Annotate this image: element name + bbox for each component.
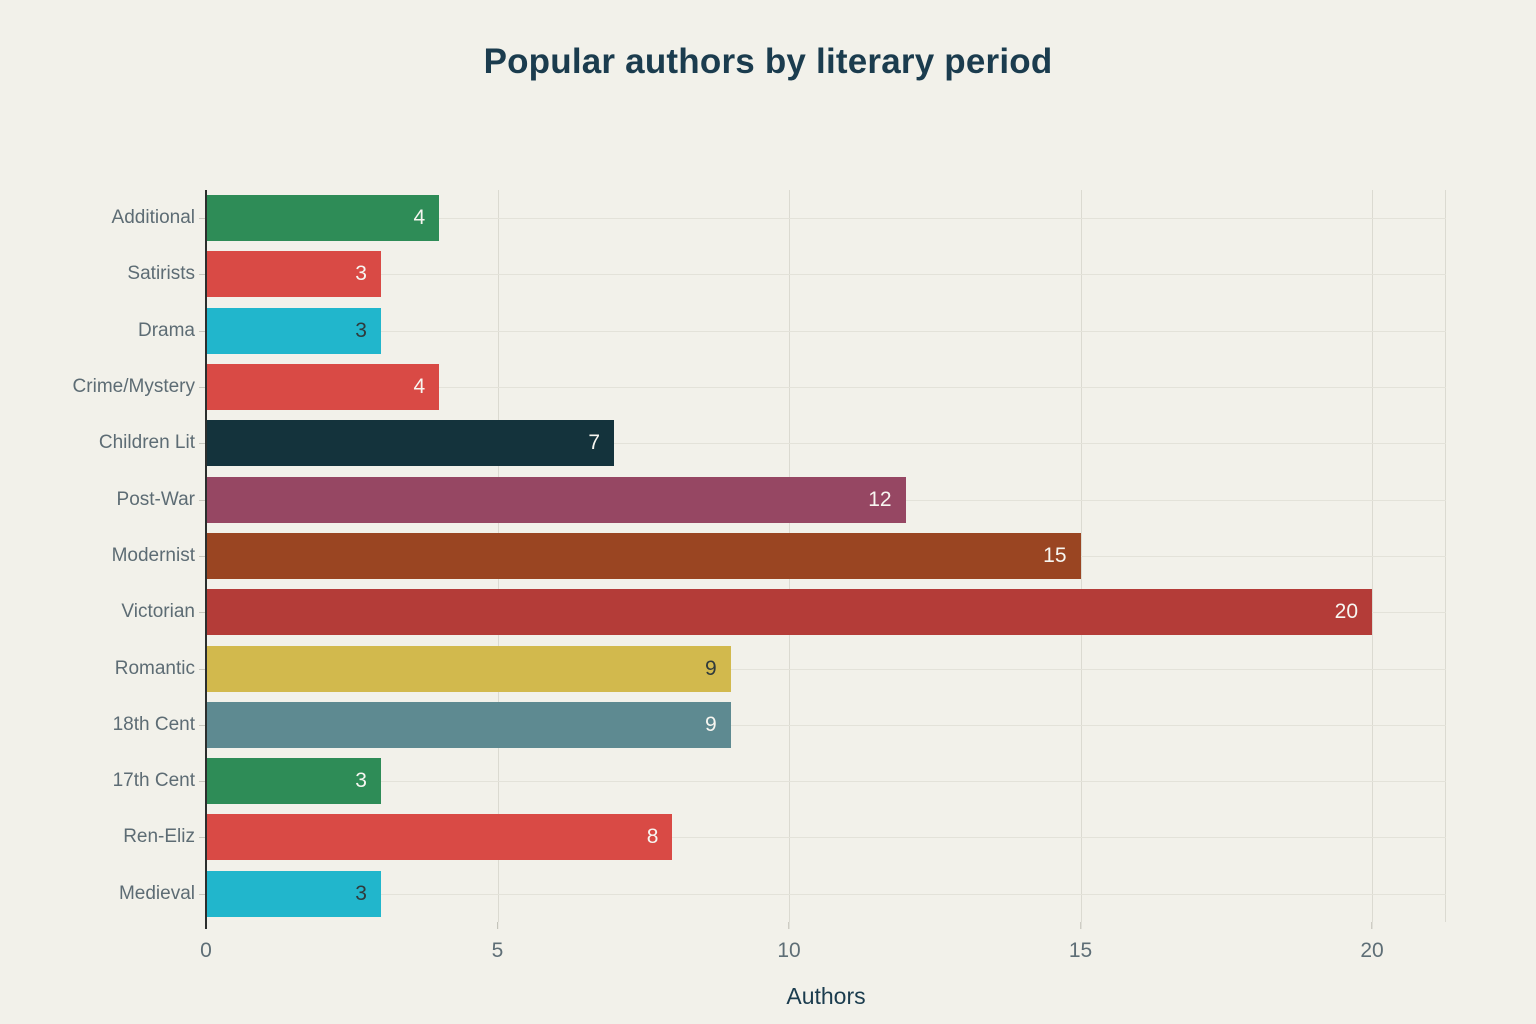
bar-value-label: 3 (355, 881, 367, 905)
bar-row: 18th Cent 9 (113, 697, 1446, 753)
bar-row: Victorian 20 (121, 584, 1446, 640)
category-tick (199, 893, 206, 895)
bar-value-label: 4 (413, 206, 426, 230)
row-gridline (206, 668, 1446, 670)
bar-row: Ren-Eliz 8 (123, 809, 1446, 865)
category-tick (199, 724, 206, 726)
category-label: Satirists (0, 246, 206, 302)
plot-area: Additional 4 Satirists 3 Drama 3 Crime/Mystery… (73, 190, 1446, 962)
bar-value-label: 9 (705, 712, 717, 736)
bar: 9 (206, 645, 731, 692)
bar-value-label: 9 (705, 656, 717, 680)
bar-value-label: 3 (355, 262, 367, 286)
bar: 12 (206, 476, 906, 523)
bar-value-label: 3 (355, 769, 367, 793)
bar-row: Additional 4 (112, 190, 1446, 246)
x-tick-label: 20 (1360, 939, 1384, 962)
bar-value-label: 3 (355, 318, 367, 342)
bar-value-label: 15 (1043, 543, 1067, 567)
x-tick-label: 5 (491, 939, 504, 962)
x-tick-label: 10 (777, 939, 801, 962)
row-gridline (206, 274, 1446, 276)
bar-row: Romantic 9 (115, 640, 1446, 696)
bar: 3 (206, 251, 381, 298)
bar-value-label: 12 (868, 487, 892, 511)
row-gridline (206, 218, 1446, 220)
row-gridline (206, 387, 1446, 389)
category-tick (199, 443, 206, 445)
category-tick (199, 668, 206, 670)
category-tick (199, 387, 206, 389)
bar-row: Modernist 15 (112, 528, 1446, 584)
row-gridline (206, 724, 1446, 726)
category-tick (199, 612, 206, 614)
category-label: Crime/Mystery (0, 359, 206, 415)
bar-rows: Additional 4 Satirists 3 Drama 3 Crime/Mystery… (73, 190, 1446, 922)
bar-value-label: 8 (646, 825, 659, 849)
category-label: Victorian (0, 584, 206, 640)
category-label: 17th Cent (0, 753, 206, 809)
bar: 8 (206, 814, 673, 861)
bar: 4 (206, 195, 440, 242)
bar-value-label: 7 (588, 431, 601, 455)
bar: 7 (206, 420, 615, 467)
x-tick-mark (1371, 922, 1373, 929)
bar-row: Satirists 3 (127, 246, 1446, 302)
category-tick (199, 330, 206, 332)
x-tick-mark (1079, 922, 1081, 929)
category-label: Romantic (0, 640, 206, 696)
x-tick: 10 (777, 922, 801, 963)
bar: 9 (206, 701, 731, 748)
row-gridline (206, 330, 1446, 332)
y-axis-line (205, 190, 207, 929)
bar: 15 (206, 532, 1081, 579)
bar-row: Crime/Mystery 4 (73, 359, 1446, 415)
bar: 3 (206, 307, 381, 354)
row-gridline (206, 837, 1446, 839)
x-tick: 15 (1069, 922, 1092, 963)
x-tick-label: 15 (1068, 939, 1093, 962)
x-tick-mark (497, 922, 498, 929)
bar: 4 (206, 364, 440, 411)
x-tick-mark (788, 922, 790, 929)
x-axis-title: Authors (786, 983, 866, 1009)
category-tick (199, 555, 206, 557)
category-label: 18th Cent (0, 697, 206, 753)
row-gridline (206, 893, 1446, 895)
category-label: Ren-Eliz (0, 809, 206, 865)
bar-row: Post-War 12 (117, 471, 1446, 527)
bar-row: 17th Cent 3 (113, 753, 1446, 809)
x-tick: 20 (1360, 922, 1384, 963)
category-label: Additional (0, 190, 206, 246)
x-axis-ticks: 0 5 10 15 20 (200, 922, 1446, 982)
bar-row: Drama 3 (138, 303, 1446, 359)
bar: 20 (206, 589, 1372, 636)
bar: 3 (206, 870, 381, 917)
category-tick (199, 837, 206, 839)
category-label: Modernist (0, 528, 206, 584)
row-gridline (206, 781, 1446, 783)
bar-value-label: 4 (413, 375, 426, 399)
chart-title: Popular authors by literary period (483, 42, 1053, 81)
category-tick (199, 218, 206, 220)
x-tick: 5 (491, 922, 504, 963)
category-tick (199, 781, 206, 783)
category-label: Post-War (0, 471, 206, 527)
category-label: Drama (0, 303, 206, 359)
category-label: Medieval (0, 866, 206, 922)
bar-row: Children Lit 7 (99, 415, 1446, 471)
x-tick-label: 0 (200, 939, 212, 962)
row-gridline (206, 443, 1446, 445)
bar-row: Medieval 3 (119, 866, 1446, 922)
bar-value-label: 20 (1334, 600, 1358, 624)
category-tick (199, 499, 206, 501)
bar: 3 (206, 758, 381, 805)
category-label: Children Lit (0, 415, 206, 471)
category-tick (199, 274, 206, 276)
